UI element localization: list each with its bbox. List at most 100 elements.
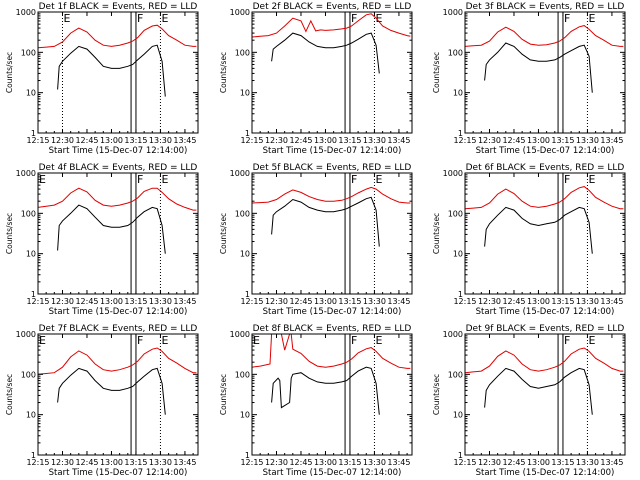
x-tick-label: 13:30 [576, 297, 599, 306]
x-tick-label: 12:30 [51, 136, 74, 145]
y-tick-label: 100 [448, 370, 463, 379]
plot-frame [251, 172, 413, 295]
x-tick-label: 13:15 [124, 297, 147, 306]
x-axis-label: Start Time (15-Dec-07 12:14:00) [476, 307, 615, 317]
y-tick-label: 100 [21, 48, 36, 57]
y-tick-label: 1000 [230, 330, 250, 339]
y-tick-label: 1 [245, 129, 250, 138]
marker-label-e: E [588, 12, 595, 25]
x-tick-label: 13:00 [527, 136, 550, 145]
x-tick-label: 13:15 [338, 136, 361, 145]
plot-frame [37, 172, 199, 295]
x-tick-label: 13:30 [149, 458, 172, 467]
x-tick-label: 12:45 [502, 458, 525, 467]
y-tick-label: 100 [448, 209, 463, 218]
x-tick-label: 12:45 [289, 297, 312, 306]
x-tick-label: 13:00 [527, 458, 550, 467]
x-tick-label: 12:30 [478, 297, 501, 306]
panel-title: Det 6f BLACK = Events, RED = LLD [466, 163, 625, 173]
marker-label-f: F [351, 334, 357, 347]
y-tick-label: 1000 [443, 169, 463, 178]
x-tick-label: 12:30 [265, 458, 288, 467]
x-tick-label: 12:15 [453, 136, 476, 145]
x-axis-label: Start Time (15-Dec-07 12:14:00) [476, 468, 615, 478]
events-trace [57, 44, 166, 97]
panel-title: Det 8f BLACK = Events, RED = LLD [253, 324, 412, 334]
marker-label-e: E [63, 12, 70, 25]
x-tick-label: 13:30 [363, 136, 386, 145]
x-tick-label: 12:15 [240, 136, 263, 145]
x-tick-label: 12:15 [26, 458, 49, 467]
x-tick-label: 13:45 [387, 136, 410, 145]
events-trace [271, 366, 380, 415]
y-tick-label: 1 [458, 451, 463, 460]
x-tick-label: 13:15 [551, 458, 574, 467]
x-tick-label: 12:15 [453, 458, 476, 467]
marker-label-e: E [588, 334, 595, 347]
panel-title: Det 9f BLACK = Events, RED = LLD [466, 324, 625, 334]
marker-label-f: F [137, 334, 143, 347]
marker-label-e: E [375, 173, 382, 186]
plot-frame [37, 333, 199, 456]
x-tick-label: 13:00 [314, 458, 337, 467]
x-tick-label: 12:45 [289, 136, 312, 145]
lld-trace [252, 13, 411, 38]
y-tick-label: 1 [31, 451, 36, 460]
x-tick-label: 12:30 [478, 458, 501, 467]
y-tick-label: 1 [245, 290, 250, 299]
y-tick-label: 100 [448, 48, 463, 57]
x-tick-label: 13:30 [576, 458, 599, 467]
x-axis-label: Start Time (15-Dec-07 12:14:00) [49, 146, 188, 156]
panel-title: Det 7f BLACK = Events, RED = LLD [39, 324, 198, 334]
x-tick-label: 13:45 [387, 458, 410, 467]
x-tick-label: 13:15 [551, 136, 574, 145]
y-axis-label: Counts/sec [5, 213, 14, 254]
x-tick-label: 13:45 [173, 458, 196, 467]
y-tick-label: 1 [31, 129, 36, 138]
x-tick-label: 13:00 [314, 297, 337, 306]
x-tick-label: 13:15 [338, 297, 361, 306]
events-trace [484, 42, 593, 93]
x-tick-label: 13:45 [600, 297, 623, 306]
y-axis-label: Counts/sec [219, 213, 228, 254]
y-tick-label: 10 [26, 411, 36, 420]
y-axis-label: Counts/sec [432, 374, 441, 415]
x-axis-label: Start Time (15-Dec-07 12:14:00) [263, 307, 402, 317]
y-tick-label: 100 [235, 209, 250, 218]
marker-label-e: E [39, 334, 46, 347]
lld-trace [465, 186, 624, 210]
y-tick-label: 1 [31, 290, 36, 299]
x-tick-label: 13:00 [527, 297, 550, 306]
marker-label-e: E [253, 334, 260, 347]
y-tick-label: 10 [453, 411, 463, 420]
marker-label-e: E [161, 12, 168, 25]
y-tick-label: 10 [240, 250, 250, 259]
plot-frame [464, 11, 626, 134]
y-axis-label: Counts/sec [432, 52, 441, 93]
y-tick-label: 100 [235, 48, 250, 57]
x-tick-label: 13:30 [149, 297, 172, 306]
y-tick-label: 10 [240, 89, 250, 98]
y-tick-label: 1000 [16, 330, 36, 339]
panel-title: Det 4f BLACK = Events, RED = LLD [39, 163, 198, 173]
x-tick-label: 12:45 [502, 297, 525, 306]
lld-trace [38, 24, 197, 49]
plot-frame [251, 11, 413, 134]
y-axis-label: Counts/sec [219, 374, 228, 415]
panel-title: Det 5f BLACK = Events, RED = LLD [253, 163, 412, 173]
plot-frame [464, 333, 626, 456]
y-axis-label: Counts/sec [5, 374, 14, 415]
x-tick-label: 12:30 [51, 297, 74, 306]
lld-trace [38, 187, 197, 211]
y-tick-label: 1000 [230, 8, 250, 17]
x-tick-label: 12:30 [265, 136, 288, 145]
x-tick-label: 12:15 [26, 136, 49, 145]
lld-trace [252, 334, 411, 369]
x-tick-label: 12:15 [240, 458, 263, 467]
y-tick-label: 1000 [443, 330, 463, 339]
